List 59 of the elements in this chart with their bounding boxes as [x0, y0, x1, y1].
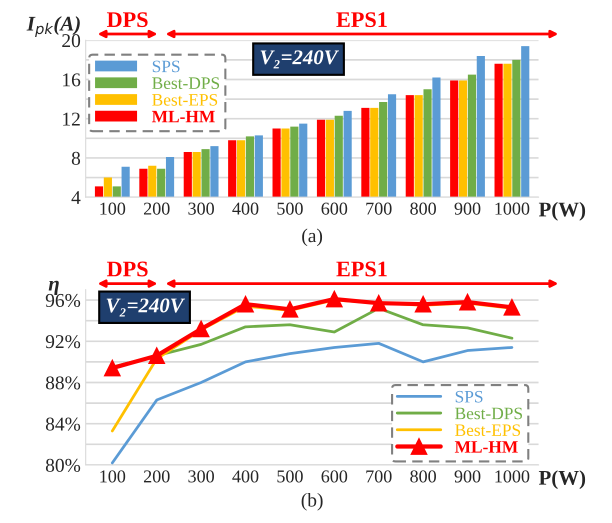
point [370, 294, 388, 312]
x-tick-label: 600 [322, 470, 348, 483]
x-tick-label: 300 [188, 470, 214, 483]
x-tick-label: 1000 [495, 470, 530, 483]
y-tick-label: 12 [63, 112, 80, 126]
x-tick-label: 900 [454, 202, 480, 215]
x-tick-label: 900 [454, 470, 480, 483]
x-tick-label: 400 [232, 202, 258, 215]
x-tick-label: 500 [277, 202, 303, 215]
x-tick-label: 400 [232, 470, 258, 483]
x-tick-label: 100 [100, 202, 126, 215]
x-tick-label: 500 [277, 470, 303, 483]
x-tick-label: 800 [410, 470, 436, 483]
point [148, 347, 166, 364]
y-tick-label: 8 [72, 152, 80, 165]
x-tick-label: 700 [366, 202, 392, 215]
point [237, 296, 254, 313]
x-tick-label: 700 [366, 470, 392, 483]
y-tick-label: 88% [46, 376, 80, 390]
x-tick-label: 300 [188, 202, 214, 215]
legend-label: ML-HM [454, 441, 518, 453]
legend-label: Best-EPS [455, 424, 520, 436]
x-tick-label: 200 [144, 202, 170, 215]
point [104, 360, 121, 376]
x-tick-label: 1000 [495, 202, 530, 215]
legend-label: SPS [152, 60, 180, 72]
y-tick-label: 96% [46, 294, 80, 308]
legend-label: SPS [456, 390, 482, 403]
point [504, 298, 520, 316]
point [459, 294, 476, 310]
point [282, 300, 298, 318]
text: DPS [106, 12, 148, 28]
y-tick-label: 20 [62, 34, 80, 48]
point [414, 296, 432, 313]
legend-label: Best-DPS [455, 408, 522, 420]
text: EPS1 [336, 12, 387, 28]
x-tick-label: 200 [144, 470, 170, 483]
y-tick-label: 84% [46, 418, 80, 431]
y-tick-label: 16 [63, 73, 80, 86]
legend-label: ML-HM [152, 110, 215, 122]
y-tick-label: 4 [71, 191, 81, 204]
x-tick-label: 100 [100, 470, 126, 483]
y-axis-title: η [48, 280, 59, 295]
annotation: V₂=240V [260, 50, 340, 68]
legend-label: Best-EPS [152, 94, 218, 106]
legend-label: Best-DPS [152, 77, 220, 89]
text: EPS1 [336, 262, 387, 276]
x-axis-title: P(W) [538, 202, 586, 221]
y-tick-label: 80% [46, 458, 80, 472]
x-axis-title: P(W) [538, 470, 586, 490]
point [192, 320, 210, 338]
x-tick-label: 600 [322, 202, 348, 215]
x-tick-label: 800 [410, 202, 436, 215]
annotation: V₂=240V [106, 298, 186, 317]
text: (b) [302, 492, 323, 511]
point [326, 290, 343, 308]
text: DPS [106, 262, 148, 276]
text: (a) [302, 228, 322, 246]
y-tick-label: 92% [46, 335, 80, 348]
